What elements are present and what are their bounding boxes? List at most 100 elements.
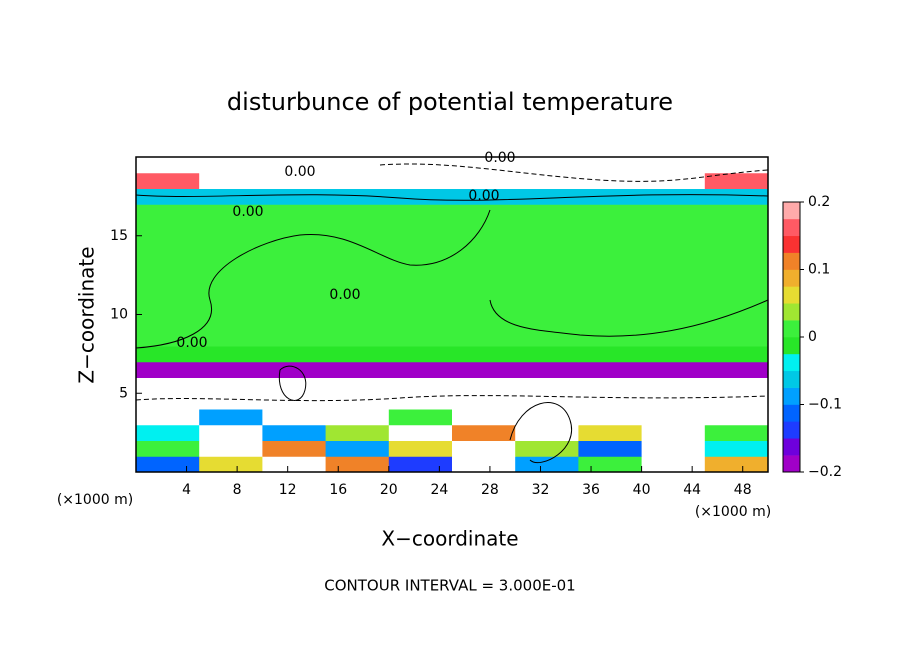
field-cell xyxy=(325,361,390,378)
field-cell xyxy=(515,157,579,174)
field-cell xyxy=(199,188,263,205)
field-cell xyxy=(388,377,453,394)
field-cell xyxy=(199,157,263,174)
contour-label: 0.00 xyxy=(232,204,263,220)
field-cell xyxy=(452,298,516,315)
colorbar-swatch xyxy=(783,303,800,321)
field-cell xyxy=(136,346,200,363)
x-tick-label: 40 xyxy=(633,482,651,498)
contour-label: 0.00 xyxy=(468,188,499,204)
field-cell xyxy=(199,235,263,252)
field-cell xyxy=(641,424,706,441)
field-cell xyxy=(452,424,516,441)
field-cell xyxy=(452,361,516,378)
field-cell xyxy=(704,157,769,174)
field-cell xyxy=(388,188,453,205)
field-cell xyxy=(641,314,706,331)
field-cell xyxy=(704,267,769,284)
field-cell xyxy=(452,456,516,473)
field-cell xyxy=(452,314,516,331)
field-cell xyxy=(136,393,200,410)
colorbar-swatch xyxy=(783,286,800,304)
field-cell xyxy=(262,346,327,363)
field-cell xyxy=(199,456,263,473)
field-cell xyxy=(325,346,390,363)
colorbar-swatch xyxy=(783,320,800,338)
field-cell xyxy=(515,346,579,363)
y-tick-label: 10 xyxy=(110,307,128,323)
field-cell xyxy=(136,220,200,237)
x-tick-label: 20 xyxy=(380,482,398,498)
field-cell xyxy=(262,188,327,205)
field-cell xyxy=(262,283,327,300)
field-cell xyxy=(262,440,327,457)
field-cell xyxy=(578,314,643,331)
field-cell xyxy=(199,267,263,284)
field-cell xyxy=(136,283,200,300)
field-cell xyxy=(388,424,453,441)
contour-label: 0.00 xyxy=(176,335,207,351)
field-cell xyxy=(515,235,579,252)
field-cell xyxy=(641,330,706,347)
field-cell xyxy=(641,440,706,457)
field-cell xyxy=(578,424,643,441)
chart-title: disturbunce of potential temperature xyxy=(227,88,673,116)
field-cell xyxy=(262,172,327,189)
field-cell xyxy=(515,267,579,284)
contour-label: 0.00 xyxy=(484,150,515,166)
field-cell xyxy=(325,204,390,221)
field-cell xyxy=(388,330,453,347)
field-cell xyxy=(262,330,327,347)
field-cell xyxy=(199,204,263,221)
field-cell xyxy=(641,251,706,268)
field-cell xyxy=(641,235,706,252)
y-unit: (×1000 m) xyxy=(695,504,771,520)
field-cell xyxy=(704,220,769,237)
y-tick-label: 5 xyxy=(119,385,128,401)
field-cell xyxy=(452,393,516,410)
field-cell xyxy=(262,409,327,426)
field-cell xyxy=(199,314,263,331)
field-cell xyxy=(325,393,390,410)
field-cell xyxy=(578,172,643,189)
field-cell xyxy=(641,409,706,426)
field-cell xyxy=(515,283,579,300)
field-cell xyxy=(704,346,769,363)
field-cell xyxy=(199,172,263,189)
field-cell xyxy=(641,188,706,205)
field-cell xyxy=(388,361,453,378)
field-cell xyxy=(641,220,706,237)
field-cell xyxy=(136,456,200,473)
field-cell xyxy=(515,409,579,426)
field-cell xyxy=(641,172,706,189)
field-cell xyxy=(199,409,263,426)
field-cell xyxy=(136,440,200,457)
field-cell xyxy=(136,409,200,426)
field-cell xyxy=(262,267,327,284)
field-cell xyxy=(578,220,643,237)
field-cell xyxy=(641,456,706,473)
contour-line xyxy=(135,209,491,349)
x-unit: (×1000 m) xyxy=(57,492,133,508)
field-cell xyxy=(452,330,516,347)
field-cell xyxy=(136,361,200,378)
x-tick-label: 24 xyxy=(430,482,448,498)
field-cell xyxy=(578,298,643,315)
field-cell xyxy=(262,361,327,378)
field-cell xyxy=(199,283,263,300)
field-cell xyxy=(704,204,769,221)
x-tick-label: 32 xyxy=(532,482,550,498)
x-tick-label: 8 xyxy=(233,482,242,498)
field-cell xyxy=(578,188,643,205)
colorbar-swatch xyxy=(783,337,800,355)
field-cell xyxy=(136,267,200,284)
field-cell xyxy=(641,283,706,300)
field-cell xyxy=(199,393,263,410)
x-tick-label: 16 xyxy=(329,482,347,498)
colorbar-swatch xyxy=(783,387,800,405)
field-cell xyxy=(452,346,516,363)
colorbar-swatch xyxy=(783,218,800,237)
field-cell xyxy=(136,330,200,347)
field-cell xyxy=(704,172,769,189)
contour-line xyxy=(135,194,769,201)
